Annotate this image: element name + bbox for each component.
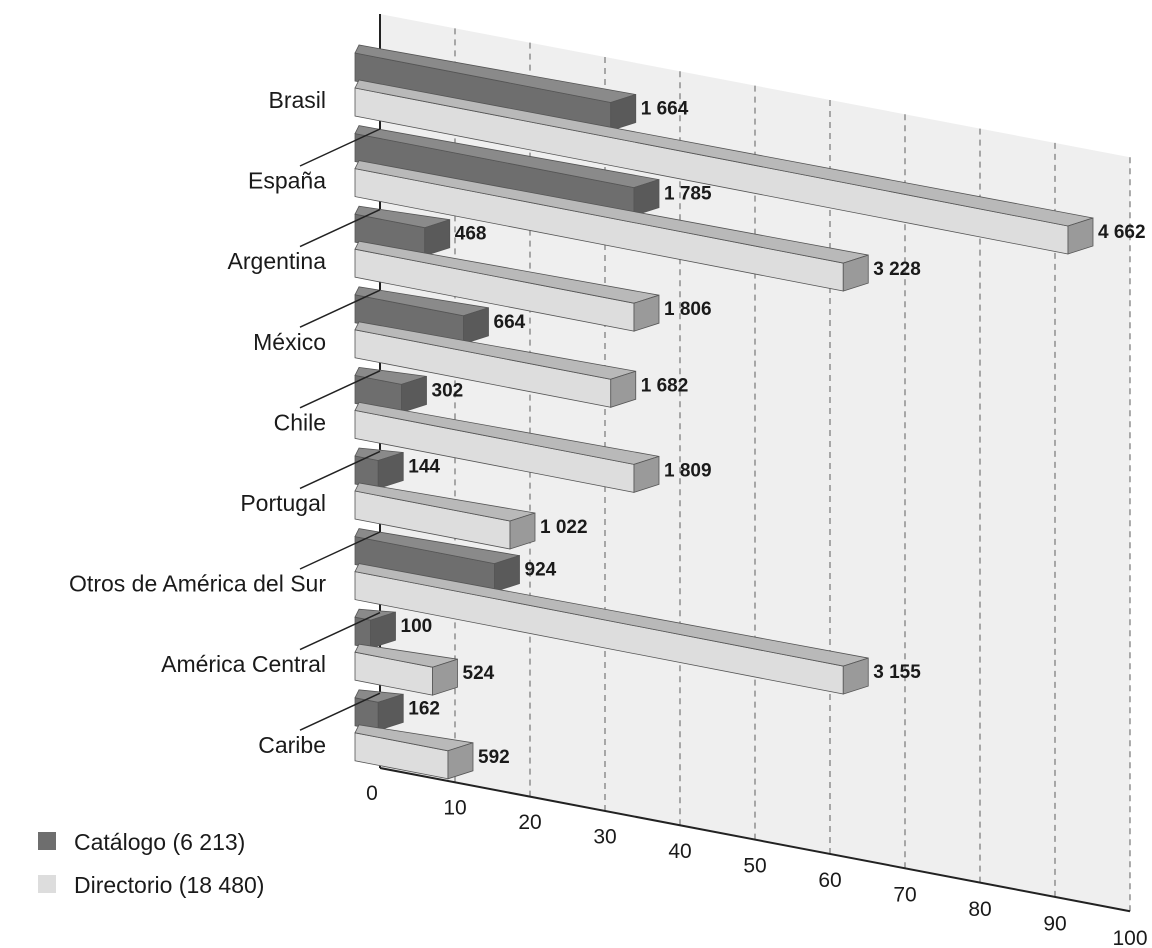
bar-end-face [424,219,451,257]
bar [354,125,660,217]
bar [354,44,637,132]
bar-end-face [447,742,474,780]
category-label: Brasil [268,87,326,113]
bar-end-face [432,658,458,696]
x-tick-label: 50 [743,855,766,878]
bar [354,447,404,490]
bar-end-face [401,375,427,413]
bar [354,724,474,780]
x-tick-label: 70 [893,884,916,907]
data-label: 592 [478,747,510,768]
bar-end-face [509,512,536,550]
bar-end-face [842,254,869,292]
data-label: 524 [463,663,495,684]
category-label: Caribe [258,732,326,758]
bar [354,286,489,345]
data-label: 144 [408,456,440,477]
bar-end-face [610,93,637,132]
bar [354,563,869,695]
bar [354,689,404,731]
bar [354,528,520,593]
bar-end-face [1067,217,1094,255]
category-label: América Central [161,651,326,677]
category-label: Argentina [228,248,327,274]
bar [354,321,637,408]
data-label: 4 662 [1098,222,1146,243]
category-separator [299,128,381,167]
legend-label: Catálogo (6 213) [74,829,245,855]
x-tick-label: 30 [593,826,616,849]
bar-end-face [377,451,404,490]
legend-swatch [38,832,56,850]
x-tick-label: 10 [443,797,466,820]
data-label: 1 022 [540,517,588,538]
bar [354,482,536,550]
data-label: 468 [455,224,487,245]
bar-end-face [633,179,660,217]
x-tick-label: 60 [818,869,841,892]
x-tick-label: 80 [968,898,991,921]
data-label: 3 155 [873,662,921,683]
bar-end-face [633,294,660,332]
bar-end-face [633,455,660,493]
bar-end-face [377,693,404,731]
category-label: Otros de América del Sur [69,571,326,597]
category-label: Portugal [240,490,326,516]
category-separator [299,450,381,490]
x-tick-label: 90 [1043,913,1066,936]
bar-end-face [494,555,520,593]
data-label: 302 [432,380,464,401]
data-label: 1 682 [641,375,689,396]
bar-front-face [354,616,371,649]
data-label: 1 809 [664,460,712,481]
bar [354,401,660,493]
category-separator [299,692,381,731]
data-label: 1 785 [664,184,712,205]
x-tick-label: 20 [518,811,541,834]
bar [354,160,869,292]
data-label: 924 [525,560,557,581]
data-label: 1 664 [641,98,689,119]
bars: 1 664 4 662 1 785 3 228 468 1 806 664 1 682 302 1… [354,44,1146,780]
data-label: 3 228 [873,259,921,280]
category-separator [299,531,381,570]
category-separator [299,289,381,328]
bar-end-face [370,611,396,649]
legend-swatch [38,875,56,893]
x-axis-line [379,767,1131,913]
x-tick-label: 100 [1112,927,1147,948]
category-separator [299,370,381,409]
data-label: 100 [401,616,433,637]
bar-end-face [463,307,489,345]
category-labels: Brasil España Argentina México Chile Portugal… [69,87,381,758]
category-separator [299,611,381,651]
x-tick-label: 0 [366,782,378,805]
data-label: 1 806 [664,299,712,320]
bar [354,240,660,332]
x-tick-label: 40 [668,840,691,863]
legend: Catálogo (6 213) Directorio (18 480) [38,829,264,898]
category-label: México [253,329,326,355]
data-label: 162 [408,698,440,719]
category-label: España [248,168,326,194]
bar-end-face [610,370,637,408]
bar [354,366,427,413]
bar [354,608,396,649]
bar [354,79,1094,255]
category-label: Chile [274,409,326,435]
bar-end-face [842,657,869,695]
x-axis-ticks: 0 10 20 30 40 50 60 70 80 90 100 [366,782,1147,948]
legend-label: Directorio (18 480) [74,872,264,898]
bar [354,643,458,696]
category-separator [299,208,381,248]
data-label: 664 [494,312,526,333]
